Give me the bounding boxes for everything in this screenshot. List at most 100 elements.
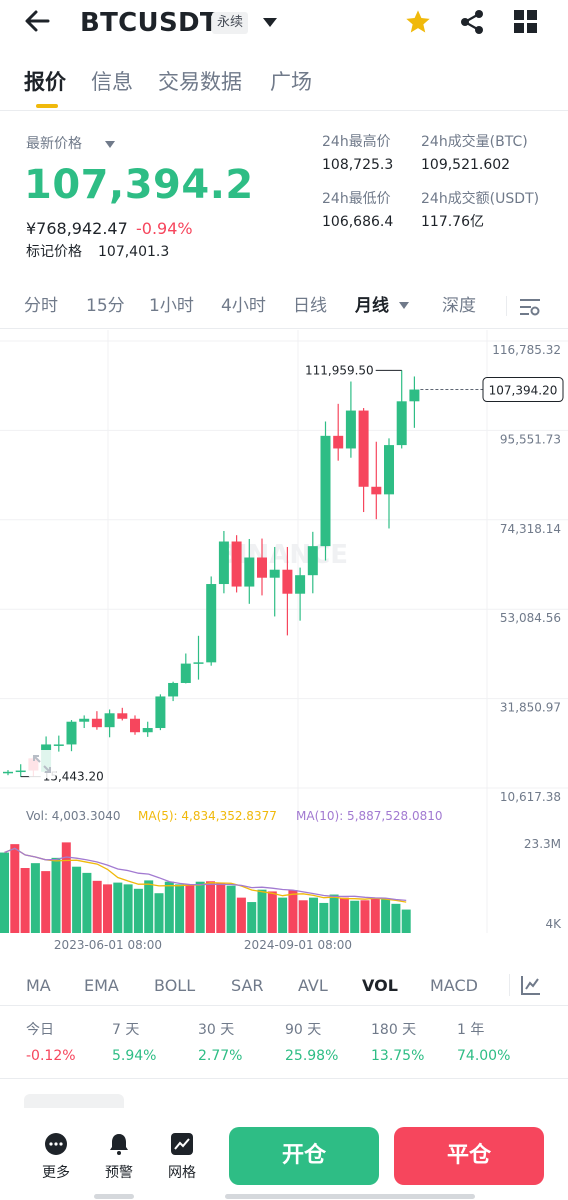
volume-bar-0 — [0, 852, 9, 933]
price-chart[interactable]: BINANCE 116,785.3295,551.7374,318.1453,0… — [0, 330, 568, 960]
volume-bar-27 — [278, 897, 288, 933]
tab-trading-data[interactable]: 交易数据 — [158, 70, 242, 94]
perf-30d-label: 30 天 — [198, 1022, 235, 1038]
candle-body-15 — [193, 662, 204, 664]
low-24h: 106,686.4 — [322, 214, 394, 230]
perf-today-value: -0.12% — [26, 1048, 76, 1064]
tab-quote[interactable]: 报价 — [24, 70, 66, 94]
interval-1d[interactable]: 日线 — [293, 296, 327, 316]
perf-7d-value: 5.94% — [112, 1048, 157, 1064]
chart-annotations: 107,394.20 111,959.50 15,443.20 — [20, 363, 564, 784]
y-tick-label-0: 116,785.32 — [492, 343, 561, 357]
mark-price-label: 标记价格 — [26, 244, 82, 260]
grid-label[interactable]: 网格 — [168, 1165, 196, 1181]
bottom-action-bar: 更多 预警 网格 开仓 平仓 — [0, 1108, 568, 1200]
candle-body-25 — [320, 435, 331, 547]
candles — [3, 370, 420, 777]
candle-body-32 — [409, 389, 420, 402]
volume-bar-31 — [319, 902, 329, 933]
volume-bar-15 — [154, 893, 164, 933]
tab-square[interactable]: 广场 — [270, 70, 312, 94]
back-arrow-icon[interactable] — [22, 6, 58, 42]
tab-info[interactable]: 信息 — [91, 70, 133, 94]
vol-usdt: 117.76亿 — [421, 214, 484, 230]
candle-body-27 — [345, 410, 356, 449]
y-axis-labels: 116,785.32 95,551.73 74,318.14 53,084.56 31,… — [492, 343, 561, 804]
perf-1y-label: 1 年 — [457, 1022, 485, 1038]
vol-y-min-label: 4K — [545, 917, 562, 931]
indicator-boll[interactable]: BOLL — [154, 976, 196, 995]
ma10-legend: MA(10): 5,887,528.0810 — [296, 809, 442, 823]
candle-body-6 — [79, 718, 90, 722]
interval-depth[interactable]: 深度 — [442, 296, 476, 316]
indicator-avl[interactable]: AVL — [298, 976, 328, 995]
volume-bar-35 — [360, 900, 370, 933]
bell-icon[interactable] — [107, 1132, 131, 1160]
indicator-sar[interactable]: SAR — [231, 976, 264, 995]
indicator-ema[interactable]: EMA — [84, 976, 119, 995]
chevron-down-icon[interactable] — [263, 18, 277, 27]
volume-bar-9 — [92, 880, 102, 933]
interval-4h[interactable]: 4小时 — [221, 296, 266, 316]
volume-bar-22 — [226, 885, 236, 933]
candle-body-23 — [295, 575, 306, 594]
alert-label[interactable]: 预警 — [105, 1165, 133, 1181]
close-position-button[interactable]: 平仓 — [394, 1127, 544, 1185]
volume-bar-21 — [216, 883, 226, 933]
volume-bar-10 — [103, 884, 112, 933]
ma10-line — [4, 847, 407, 902]
volume-bar-29 — [298, 900, 308, 933]
volume-bar-20 — [206, 881, 215, 933]
high-annotation-label: 111,959.50 — [305, 363, 374, 377]
open-position-button[interactable]: 开仓 — [229, 1127, 379, 1185]
caret-down-icon[interactable] — [105, 141, 115, 148]
candle-body-24 — [307, 546, 318, 576]
interval-1m[interactable]: 月线 — [355, 296, 389, 316]
volume-bar-6 — [61, 842, 71, 933]
grid-bot-icon[interactable] — [170, 1132, 194, 1160]
volume-bar-26 — [267, 891, 277, 933]
high-24h: 108,725.3 — [322, 157, 394, 173]
x-axis-labels: 2023-06-01 08:00 2024-09-01 08:00 — [54, 938, 352, 952]
more-icon[interactable] — [44, 1132, 68, 1160]
cny-value: ¥768,942.47 — [26, 219, 128, 238]
volume-bar-23 — [236, 897, 246, 933]
current-price-box — [482, 377, 564, 403]
interval-separator — [506, 296, 507, 316]
volume-bar-5 — [51, 857, 61, 933]
perf-180d-value: 13.75% — [371, 1048, 425, 1064]
expand-icon[interactable] — [28, 750, 56, 778]
candle-body-0 — [3, 771, 13, 774]
symbol-title[interactable]: BTCUSDT — [80, 8, 218, 38]
chart-settings-icon[interactable] — [519, 297, 541, 321]
volume-bar-37 — [381, 899, 391, 933]
interval-time[interactable]: 分时 — [24, 296, 58, 316]
candle-body-18 — [231, 541, 242, 587]
indicator-vol[interactable]: VOL — [362, 976, 398, 995]
active-tab-indicator — [36, 104, 58, 108]
candle-body-29 — [371, 486, 382, 495]
volume-bar-24 — [247, 902, 257, 933]
y-tick-label-1: 95,551.73 — [500, 432, 561, 446]
volume-bar-7 — [72, 866, 82, 933]
indicator-macd[interactable]: MACD — [430, 976, 478, 995]
indicator-settings-icon[interactable] — [520, 974, 542, 1000]
mark-price: 107,401.3 — [98, 244, 170, 260]
last-price: 107,394.2 — [24, 162, 254, 208]
candle-body-7 — [91, 718, 102, 728]
interval-caret-icon[interactable] — [399, 302, 409, 309]
interval-1h[interactable]: 1小时 — [149, 296, 194, 316]
share-icon[interactable] — [458, 8, 486, 40]
candle-body-21 — [269, 569, 280, 578]
star-icon[interactable] — [404, 8, 432, 42]
candle-body-20 — [257, 557, 267, 578]
volume-bar-32 — [329, 894, 339, 933]
vol-btc-label: 24h成交量(BTC) — [421, 134, 528, 150]
candle-body-19 — [244, 557, 255, 587]
y-tick-label-5: 10,617.38 — [500, 790, 561, 804]
home-indicator — [225, 1194, 475, 1199]
interval-15m[interactable]: 15分 — [86, 296, 125, 316]
indicator-ma[interactable]: MA — [26, 976, 51, 995]
more-label[interactable]: 更多 — [42, 1165, 70, 1181]
grid-icon[interactable] — [514, 10, 538, 34]
